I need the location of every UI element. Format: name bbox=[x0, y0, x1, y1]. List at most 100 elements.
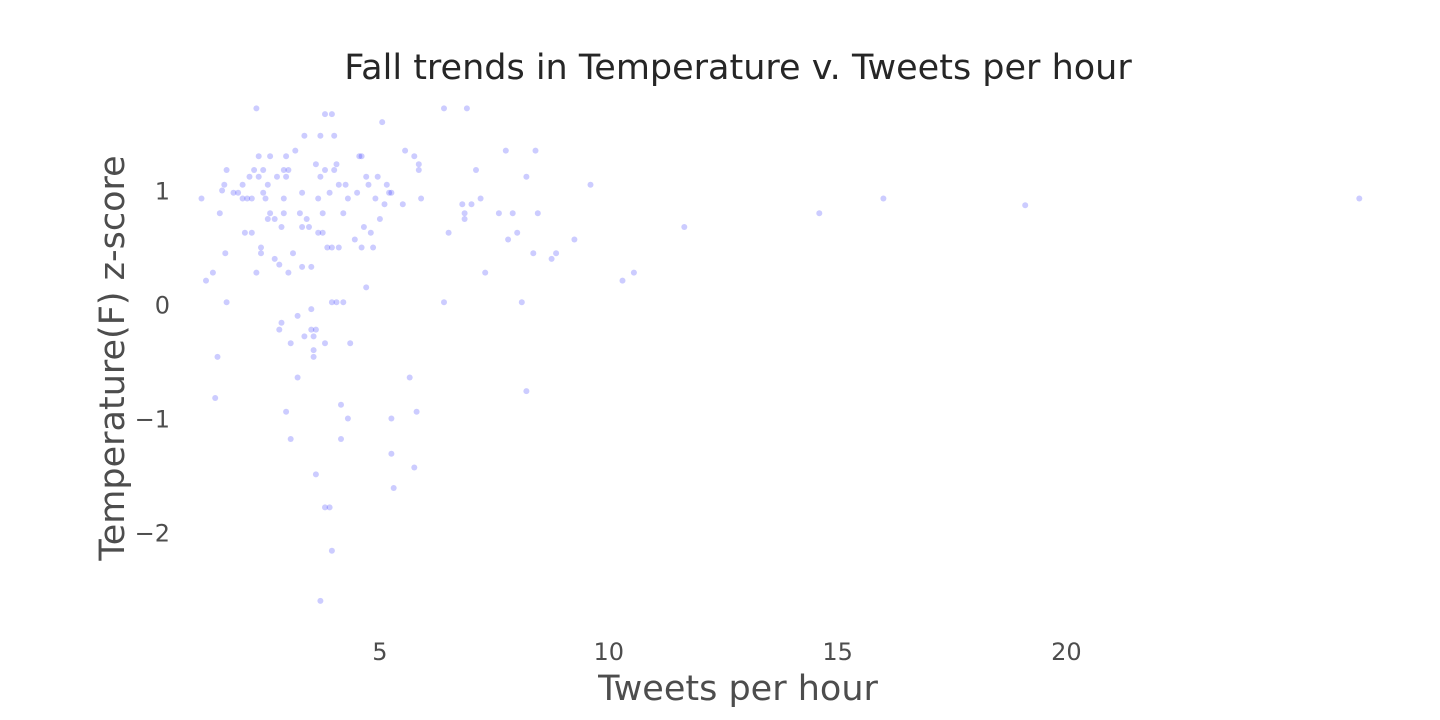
data-point bbox=[296, 210, 303, 217]
data-point bbox=[241, 229, 248, 236]
data-point bbox=[360, 224, 367, 230]
data-point bbox=[292, 147, 299, 154]
data-point bbox=[530, 250, 537, 257]
data-point bbox=[239, 181, 246, 188]
data-point bbox=[255, 153, 262, 160]
data-point bbox=[630, 269, 637, 276]
data-point bbox=[271, 255, 278, 262]
data-point bbox=[415, 161, 422, 168]
data-point bbox=[223, 299, 230, 306]
data-point bbox=[239, 195, 246, 202]
x-tick-label: 15 bbox=[822, 638, 853, 666]
data-point bbox=[322, 340, 328, 347]
data-point bbox=[303, 216, 310, 222]
data-point bbox=[222, 250, 229, 257]
data-point bbox=[390, 485, 397, 491]
data-point bbox=[324, 244, 331, 251]
data-point bbox=[255, 173, 262, 180]
data-point bbox=[283, 408, 290, 415]
data-point bbox=[328, 111, 335, 118]
data-point bbox=[294, 312, 301, 319]
data-point bbox=[335, 181, 342, 188]
data-point bbox=[363, 284, 370, 291]
data-point bbox=[342, 181, 349, 188]
data-point bbox=[290, 250, 296, 257]
data-point bbox=[221, 181, 228, 188]
data-point bbox=[276, 326, 283, 333]
data-point bbox=[399, 201, 406, 208]
data-point bbox=[274, 173, 280, 180]
data-point bbox=[333, 299, 340, 306]
data-point bbox=[276, 261, 283, 268]
x-tick-label: 5 bbox=[372, 638, 387, 666]
data-point bbox=[379, 119, 386, 126]
data-point bbox=[264, 216, 271, 222]
x-axis-ticks: 5 10 15 20 bbox=[372, 638, 1081, 666]
data-point bbox=[473, 167, 479, 173]
data-point bbox=[280, 167, 287, 173]
data-point bbox=[376, 216, 383, 222]
data-point bbox=[326, 504, 333, 511]
data-point bbox=[223, 167, 230, 173]
data-point bbox=[411, 153, 418, 160]
data-point bbox=[461, 210, 468, 217]
data-point bbox=[251, 167, 258, 173]
x-tick-label: 10 bbox=[594, 638, 625, 666]
data-point bbox=[619, 277, 626, 284]
data-point bbox=[317, 597, 324, 604]
data-point bbox=[198, 195, 205, 202]
data-point bbox=[388, 450, 395, 457]
data-point bbox=[264, 181, 271, 188]
data-point bbox=[262, 195, 269, 202]
data-point bbox=[331, 132, 338, 139]
data-point bbox=[283, 153, 290, 160]
data-point bbox=[505, 236, 512, 243]
x-axis-label: Tweets per hour bbox=[597, 669, 878, 709]
data-point bbox=[312, 161, 319, 168]
data-point bbox=[358, 153, 365, 160]
data-point bbox=[280, 210, 287, 217]
data-point bbox=[1356, 195, 1363, 202]
data-point bbox=[235, 189, 242, 196]
y-tick-label: 1 bbox=[155, 178, 170, 206]
data-point bbox=[880, 195, 887, 202]
data-point bbox=[322, 504, 328, 511]
data-point bbox=[310, 353, 317, 360]
data-point bbox=[372, 195, 379, 202]
data-point bbox=[523, 173, 530, 180]
data-point bbox=[344, 415, 351, 422]
data-point bbox=[244, 195, 251, 202]
data-point bbox=[338, 436, 344, 442]
data-point bbox=[310, 333, 317, 340]
data-point bbox=[335, 244, 342, 251]
y-tick-label: −2 bbox=[135, 520, 170, 548]
data-point bbox=[246, 173, 253, 180]
data-point bbox=[502, 147, 509, 154]
data-point bbox=[344, 195, 351, 202]
data-point bbox=[441, 299, 447, 306]
y-axis-ticks: −2 −1 0 1 bbox=[135, 178, 170, 548]
data-point bbox=[248, 195, 255, 202]
data-point bbox=[285, 269, 292, 276]
data-point bbox=[253, 105, 260, 112]
data-points bbox=[198, 105, 1363, 604]
data-point bbox=[816, 210, 823, 217]
data-point bbox=[365, 181, 372, 188]
data-point bbox=[214, 353, 221, 360]
data-point bbox=[322, 111, 328, 118]
data-point bbox=[548, 255, 555, 262]
data-point bbox=[308, 326, 315, 333]
data-point bbox=[534, 210, 541, 217]
y-axis-label: Temperature(F) z-score bbox=[93, 155, 133, 561]
data-point bbox=[518, 299, 525, 306]
data-point bbox=[370, 244, 377, 251]
data-point bbox=[367, 229, 374, 236]
data-point bbox=[315, 229, 322, 236]
data-point bbox=[358, 244, 365, 251]
data-point bbox=[317, 173, 324, 180]
data-point bbox=[386, 189, 393, 196]
data-point bbox=[209, 269, 216, 276]
data-point bbox=[331, 167, 338, 173]
data-point bbox=[681, 224, 688, 230]
data-point bbox=[532, 147, 539, 154]
